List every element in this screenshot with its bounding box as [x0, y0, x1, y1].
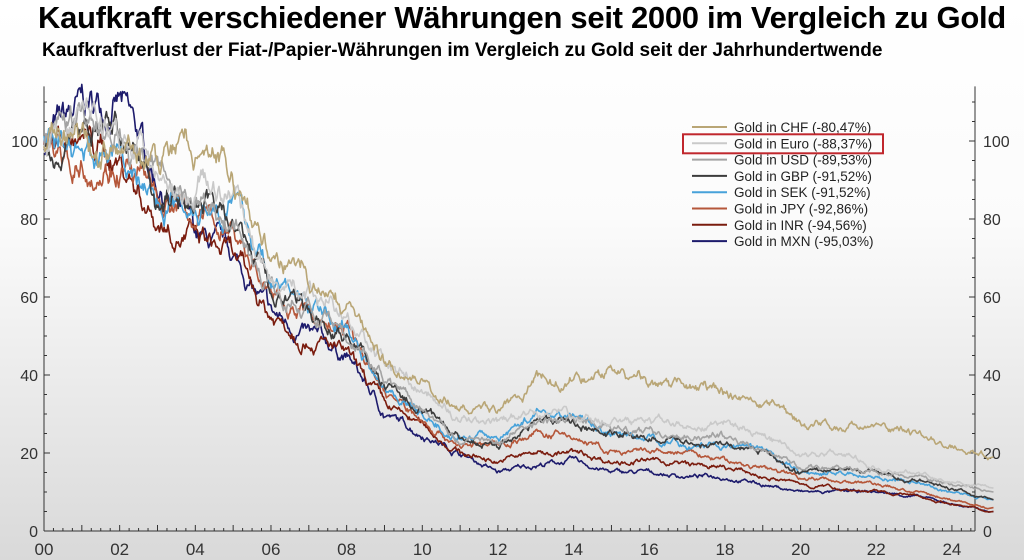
x-tick-label: 20	[791, 540, 810, 559]
legend: Gold in CHF (-80,47%)Gold in Euro (-88,3…	[682, 120, 884, 249]
x-tick-label: 12	[488, 540, 507, 559]
y-tick-label-left: 0	[29, 524, 38, 541]
x-tick-label: 08	[337, 540, 356, 559]
y-tick-label-right: 60	[983, 290, 1001, 307]
x-tick-label: 24	[942, 540, 961, 559]
y-tick-label-right: 40	[983, 368, 1001, 385]
x-tick-label: 02	[110, 540, 129, 559]
x-tick-label: 04	[186, 540, 205, 559]
x-tick-label: 06	[262, 540, 281, 559]
y-tick-label-left: 40	[20, 368, 38, 385]
y-tick-label-right: 80	[983, 212, 1001, 229]
y-tick-label-left: 20	[20, 446, 38, 463]
legend-label: Gold in JPY (-92,86%)	[734, 202, 868, 217]
legend-label: Gold in Euro (-88,37%)	[734, 136, 872, 151]
series-line-chf	[43, 121, 994, 461]
y-tick-label-left: 60	[20, 290, 38, 307]
legend-label: Gold in USD (-89,53%)	[734, 153, 872, 168]
x-tick-label: 18	[715, 540, 734, 559]
series-line-usd	[43, 99, 994, 493]
chart-subtitle: Kaufkraftverlust der Fiat-/Papier-Währun…	[42, 40, 883, 61]
y-tick-label-right: 20	[983, 446, 1001, 463]
legend-label: Gold in MXN (-95,03%)	[734, 234, 874, 249]
legend-label: Gold in CHF (-80,47%)	[734, 120, 871, 135]
x-tick-label: 22	[867, 540, 886, 559]
series-line-gbp	[43, 110, 994, 501]
y-tick-label-right: 100	[983, 134, 1010, 151]
series-line-jpy	[43, 136, 994, 510]
legend-label: Gold in SEK (-91,52%)	[734, 185, 871, 200]
y-tick-label-right: 0	[983, 524, 992, 541]
x-tick-label: 14	[564, 540, 583, 559]
legend-label: Gold in GBP (-91,52%)	[734, 169, 872, 184]
legend-highlight-box	[682, 133, 884, 155]
x-tick-label: 00	[35, 540, 54, 559]
y-tick-label-left: 80	[20, 212, 38, 229]
legend-label: Gold in INR (-94,56%)	[734, 218, 867, 233]
series-line-inr	[43, 125, 994, 513]
series-line-euro	[43, 97, 994, 489]
chart-title: Kaufkraft verschiedener Währungen seit 2…	[38, 0, 1006, 35]
x-tick-label: 16	[640, 540, 659, 559]
y-tick-label-left: 100	[11, 134, 38, 151]
x-tick-label: 10	[413, 540, 432, 559]
